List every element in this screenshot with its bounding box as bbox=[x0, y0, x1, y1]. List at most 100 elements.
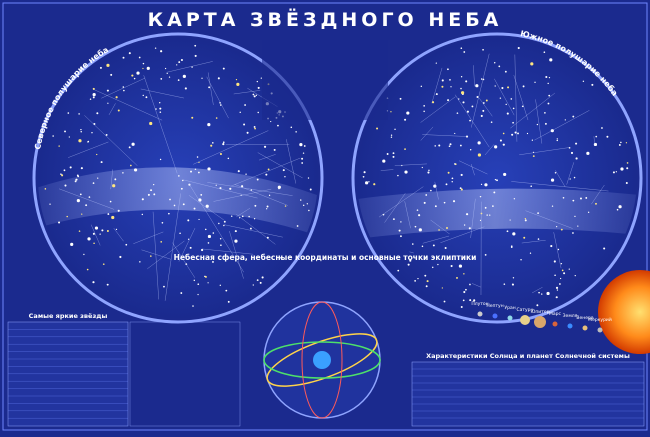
star bbox=[495, 179, 496, 180]
star bbox=[290, 126, 292, 128]
star bbox=[523, 85, 525, 87]
intro-text-block bbox=[262, 40, 388, 120]
star bbox=[130, 165, 132, 167]
star bbox=[87, 269, 89, 271]
star bbox=[461, 306, 463, 308]
star bbox=[442, 79, 444, 81]
star bbox=[430, 190, 432, 192]
star bbox=[560, 278, 561, 279]
star bbox=[558, 249, 559, 250]
star bbox=[254, 128, 256, 130]
star bbox=[533, 155, 535, 157]
star bbox=[501, 87, 503, 89]
star bbox=[481, 184, 482, 185]
star bbox=[145, 96, 147, 98]
star bbox=[81, 213, 82, 214]
star bbox=[52, 135, 54, 137]
star bbox=[441, 86, 443, 88]
star bbox=[481, 213, 483, 215]
star bbox=[100, 67, 102, 69]
star bbox=[446, 183, 448, 185]
star bbox=[556, 296, 558, 298]
star bbox=[417, 209, 419, 211]
star bbox=[460, 187, 462, 189]
star bbox=[132, 143, 135, 146]
star bbox=[80, 131, 81, 132]
star bbox=[160, 159, 161, 160]
star bbox=[134, 78, 135, 79]
star bbox=[478, 153, 481, 156]
star bbox=[393, 218, 395, 220]
star bbox=[561, 229, 563, 231]
star bbox=[452, 181, 453, 182]
star bbox=[216, 185, 217, 186]
star bbox=[459, 264, 462, 267]
star bbox=[460, 88, 462, 90]
star bbox=[149, 122, 152, 125]
star bbox=[549, 58, 552, 61]
planet bbox=[478, 312, 483, 317]
star bbox=[504, 283, 506, 285]
star bbox=[595, 203, 597, 205]
star bbox=[194, 280, 195, 281]
star bbox=[530, 185, 532, 187]
star bbox=[463, 299, 465, 301]
star bbox=[447, 99, 449, 101]
star bbox=[525, 218, 526, 219]
star bbox=[613, 171, 615, 173]
star bbox=[454, 133, 455, 134]
star bbox=[190, 247, 192, 249]
star bbox=[557, 140, 558, 141]
star bbox=[390, 111, 391, 112]
star bbox=[223, 141, 225, 143]
star bbox=[235, 230, 237, 232]
star bbox=[606, 136, 608, 138]
star bbox=[81, 167, 83, 169]
star bbox=[545, 76, 547, 78]
star bbox=[513, 108, 515, 110]
star bbox=[67, 112, 69, 114]
star bbox=[97, 178, 98, 179]
star bbox=[480, 196, 481, 197]
star bbox=[303, 205, 304, 206]
star bbox=[129, 146, 131, 148]
star bbox=[112, 184, 115, 187]
star bbox=[493, 191, 495, 193]
star bbox=[64, 130, 66, 132]
star bbox=[198, 219, 199, 220]
sphere-title: Небесная сфера, небесные координаты и ос… bbox=[174, 253, 477, 262]
star bbox=[110, 201, 112, 203]
planet-label: Сатурн bbox=[517, 307, 534, 313]
star bbox=[168, 213, 170, 215]
star bbox=[220, 153, 222, 155]
star bbox=[515, 132, 517, 134]
star bbox=[397, 175, 398, 176]
star bbox=[223, 225, 224, 226]
star bbox=[496, 179, 498, 181]
star bbox=[465, 80, 467, 82]
star bbox=[92, 281, 94, 283]
star bbox=[387, 153, 389, 155]
star bbox=[548, 103, 550, 105]
star bbox=[364, 171, 366, 173]
star bbox=[460, 145, 462, 147]
star bbox=[160, 241, 162, 243]
star bbox=[129, 52, 131, 54]
star bbox=[185, 87, 187, 89]
star bbox=[505, 104, 506, 105]
star bbox=[220, 285, 221, 286]
star bbox=[93, 96, 95, 98]
star bbox=[415, 226, 417, 228]
star bbox=[438, 144, 440, 146]
star bbox=[404, 170, 407, 173]
star bbox=[442, 287, 443, 288]
star bbox=[588, 212, 589, 213]
star bbox=[236, 83, 239, 86]
star bbox=[563, 272, 565, 274]
star bbox=[517, 132, 519, 134]
star bbox=[143, 63, 144, 64]
star bbox=[448, 172, 450, 174]
star bbox=[426, 285, 428, 287]
star bbox=[301, 158, 303, 160]
star bbox=[447, 68, 449, 70]
